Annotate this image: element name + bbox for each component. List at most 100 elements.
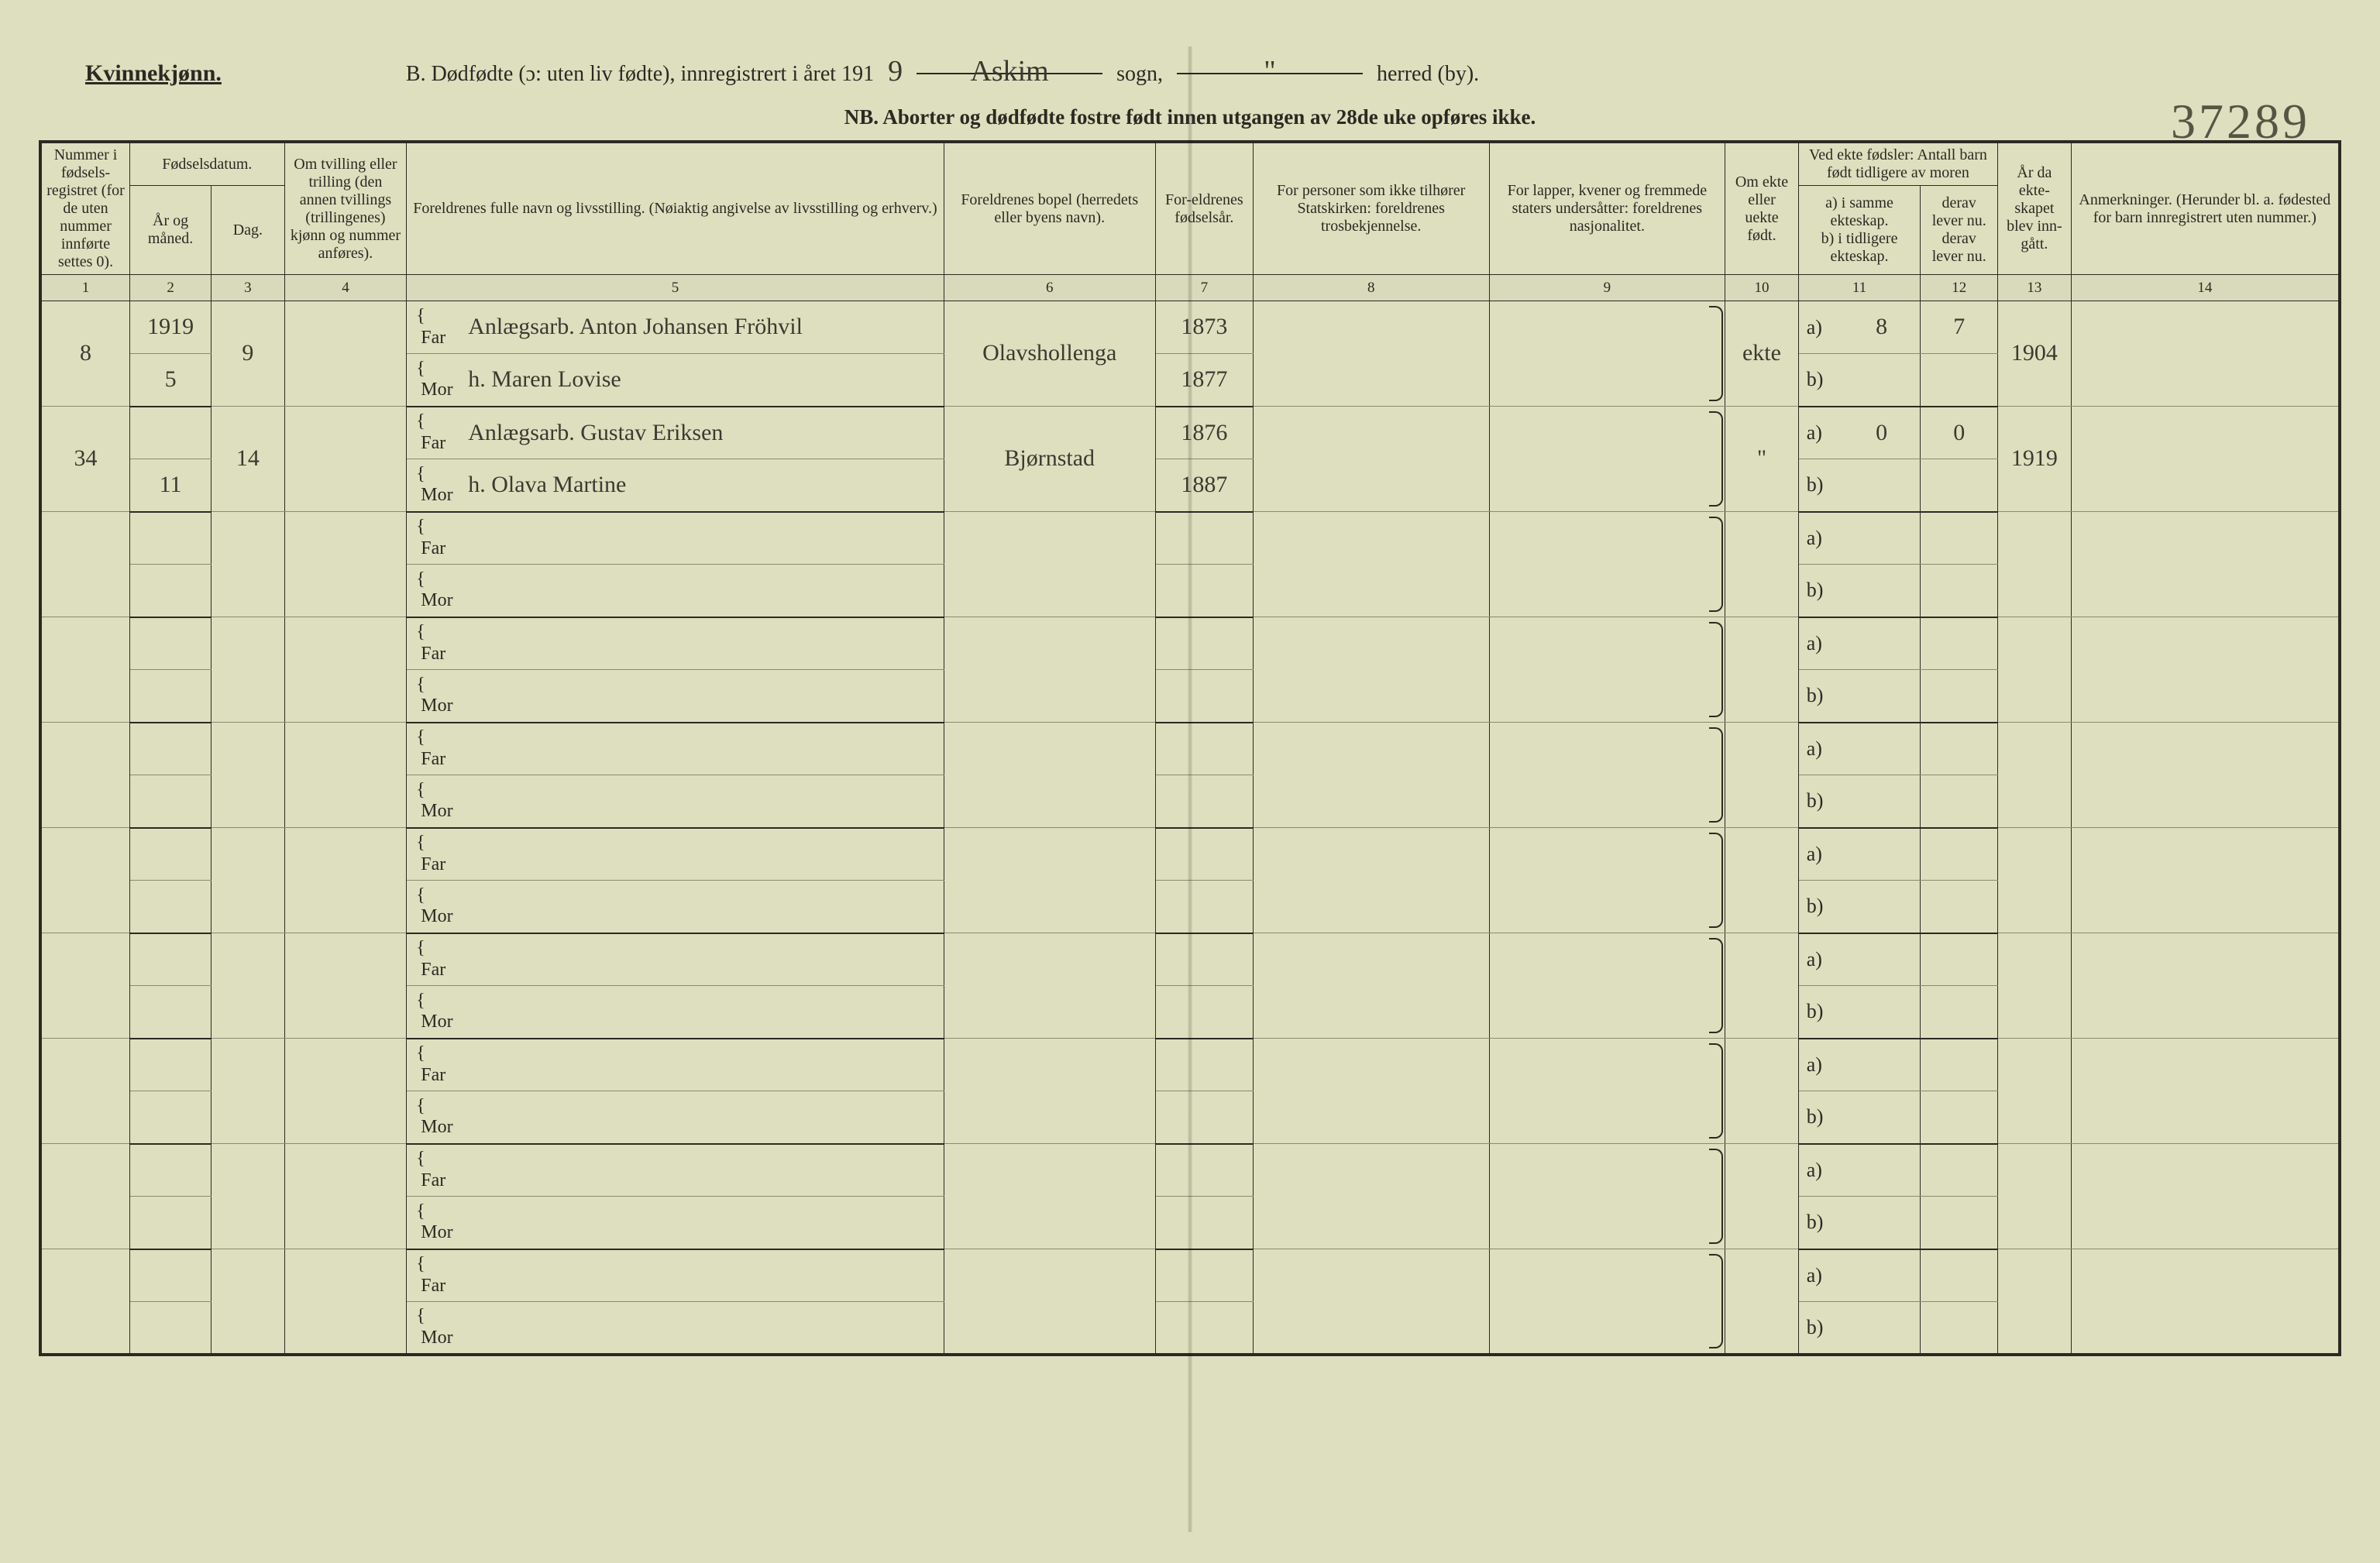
ekte [1725, 1144, 1799, 1249]
ekte [1725, 1039, 1799, 1144]
col-9-header: For lapper, kvener og fremmede staters u… [1489, 142, 1725, 275]
remarks [2071, 723, 2340, 828]
far-name [463, 723, 944, 775]
faith [1253, 407, 1489, 512]
colnum-5: 5 [407, 275, 944, 301]
col-11-header: a) i samme ekteskap. b) i tidligere ekte… [1798, 186, 1921, 275]
colnum-6: 6 [944, 275, 1155, 301]
twin-info [284, 301, 407, 407]
far-label: { Far [407, 933, 464, 986]
mor-label: { Mor [407, 1302, 464, 1355]
year-month-bot: 11 [130, 459, 212, 512]
mor-name: h. Maren Lovise [463, 354, 944, 407]
twin-info [284, 828, 407, 933]
year-month-bot: 5 [130, 354, 212, 407]
reg-no [40, 828, 130, 933]
mor-birth [1155, 670, 1253, 723]
a-same [1843, 617, 1921, 670]
colnum-2: 2 [130, 275, 212, 301]
day [212, 1249, 285, 1355]
mor-name [463, 1197, 944, 1249]
bopel [944, 512, 1155, 617]
year-married [1998, 723, 2072, 828]
far-birth [1155, 617, 1253, 670]
b-label: b) [1798, 459, 1843, 512]
far-birth [1155, 1039, 1253, 1091]
herred-blank: " [1177, 54, 1363, 74]
year-month-bot [130, 986, 212, 1039]
col-3-header: Dag. [212, 186, 285, 275]
mor-name [463, 1302, 944, 1355]
a-lever [1921, 828, 1998, 881]
colnum-8: 8 [1253, 275, 1489, 301]
far-birth: 1873 [1155, 301, 1253, 354]
ekte [1725, 723, 1799, 828]
b-same [1843, 986, 1921, 1039]
a-label: a) [1798, 617, 1843, 670]
a-same [1843, 1144, 1921, 1197]
colnum-13: 13 [1998, 275, 2072, 301]
far-name [463, 1249, 944, 1302]
a-lever [1921, 1039, 1998, 1091]
page-header: Kvinnekjønn. B. Dødfødte (ɔ: uten liv fø… [39, 46, 2341, 91]
colnum-11: 11 [1798, 275, 1921, 301]
a-label: a) [1798, 828, 1843, 881]
day: 14 [212, 407, 285, 512]
col-1-header: Nummer i fødsels-registret (for de uten … [40, 142, 130, 275]
far-name: Anlægsarb. Anton Johansen Fröhvil [463, 301, 944, 354]
mor-name [463, 775, 944, 828]
far-birth [1155, 828, 1253, 881]
colnum-10: 10 [1725, 275, 1799, 301]
far-birth [1155, 1144, 1253, 1197]
b-lever [1921, 670, 1998, 723]
mor-label: { Mor [407, 565, 464, 617]
table-row: { Fara) [40, 1144, 2340, 1197]
b-same [1843, 775, 1921, 828]
mor-birth: 1887 [1155, 459, 1253, 512]
day [212, 617, 285, 723]
b-lever [1921, 459, 1998, 512]
bopel [944, 617, 1155, 723]
colnum-3: 3 [212, 275, 285, 301]
mor-birth [1155, 1091, 1253, 1144]
mor-label: { Mor [407, 775, 464, 828]
year-month [130, 933, 212, 986]
mor-name [463, 881, 944, 933]
far-label: { Far [407, 1039, 464, 1091]
a-label: a) [1798, 1144, 1843, 1197]
page-stamp: 37289 [2171, 93, 2310, 150]
far-name: Anlægsarb. Gustav Eriksen [463, 407, 944, 459]
remarks [2071, 301, 2340, 407]
twin-info [284, 512, 407, 617]
nationality [1489, 1144, 1725, 1249]
nationality [1489, 828, 1725, 933]
far-name [463, 828, 944, 881]
sogn-label: sogn, [1116, 62, 1163, 87]
table-row: { Fara) [40, 512, 2340, 565]
far-label: { Far [407, 828, 464, 881]
far-label: { Far [407, 1249, 464, 1302]
table-row: { Fara) [40, 723, 2340, 775]
a-same [1843, 828, 1921, 881]
bopel [944, 723, 1155, 828]
reg-no [40, 1249, 130, 1355]
remarks [2071, 933, 2340, 1039]
ekte [1725, 828, 1799, 933]
far-birth [1155, 1249, 1253, 1302]
b-same [1843, 1197, 1921, 1249]
b-lever [1921, 1302, 1998, 1355]
bopel: Olavshollenga [944, 301, 1155, 407]
sogn-blank: Askim [917, 54, 1102, 74]
year-married: 1904 [1998, 301, 2072, 407]
table-body: 819199{ FarAnlægsarb. Anton Johansen Frö… [40, 301, 2340, 1355]
year-married [1998, 617, 2072, 723]
bopel [944, 1249, 1155, 1355]
a-label: a) [1798, 407, 1843, 459]
far-label: { Far [407, 407, 464, 459]
mor-birth [1155, 775, 1253, 828]
col-6-header: Foreldrenes bopel (herredets eller byens… [944, 142, 1155, 275]
faith [1253, 828, 1489, 933]
twin-info [284, 407, 407, 512]
remarks [2071, 1144, 2340, 1249]
register-page: Kvinnekjønn. B. Dødfødte (ɔ: uten liv fø… [39, 46, 2341, 1532]
